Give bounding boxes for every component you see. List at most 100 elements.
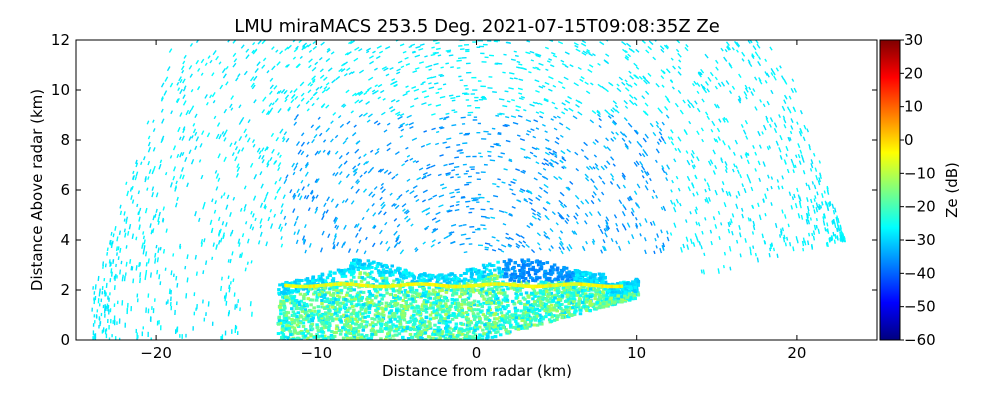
echo-cell [395,330,399,333]
echo-mark [456,202,459,203]
echo-mark [739,74,741,78]
echo-mark [290,90,292,92]
echo-mark [570,65,574,67]
echo-mark [734,164,735,167]
echo-cell [497,301,501,304]
echo-mark [619,200,621,204]
echo-mark [201,73,203,76]
echo-mark [438,205,443,207]
echo-mark [610,181,612,184]
echo-mark [666,177,668,180]
echo-mark [308,208,310,211]
echo-mark [262,148,264,152]
echo-mark [551,246,553,249]
echo-mark [294,166,297,171]
echo-mark [346,68,350,71]
echo-cell [308,288,312,291]
echo-mark [166,229,167,233]
echo-mark [153,120,154,123]
echo-mark [512,193,516,195]
echo-mark [342,243,344,248]
echo-cell [346,309,350,312]
echo-mark [574,216,577,220]
echo-mark [691,160,693,163]
echo-mark [637,141,640,145]
echo-mark [276,50,278,52]
echo-mark [449,192,454,193]
echo-mark [825,227,826,231]
echo-mark [732,86,734,89]
echo-mark [438,242,441,244]
echo-mark [705,189,706,192]
echo-mark [397,224,400,227]
echo-mark [278,162,280,166]
echo-mark [203,270,204,274]
echo-cell [488,306,492,309]
echo-cell [413,291,417,294]
echo-mark [574,83,579,86]
echo-mark [772,243,773,246]
echo-cell [422,288,426,291]
echo-mark [260,219,262,224]
echo-mark [441,67,444,68]
echo-cell [374,309,378,312]
echo-mark [305,250,306,253]
echo-mark [436,132,439,133]
echo-mark [228,276,229,279]
echo-cell [374,323,378,326]
echo-mark [827,242,828,247]
echo-cell [526,318,530,321]
echo-mark [391,100,395,102]
echo-mark [386,74,389,76]
echo-mark [732,213,733,217]
echo-cell [581,301,585,304]
echo-mark [642,166,645,170]
echo-mark [491,217,495,218]
echo-mark [545,83,549,85]
echo-mark [246,55,249,59]
echo-cell [533,295,537,298]
echo-mark [297,105,300,108]
echo-mark [716,139,718,142]
echo-cell [367,306,371,309]
echo-mark [623,134,626,138]
echo-mark [516,67,519,68]
echo-cell [389,268,393,271]
echo-mark [600,229,603,234]
echo-mark [645,185,648,190]
echo-mark [832,204,833,209]
echo-mark [686,219,687,222]
echo-mark [387,123,390,125]
echo-mark [780,66,782,69]
echo-mark [384,212,387,215]
echo-mark [407,115,412,117]
echo-mark [730,91,732,94]
echo-mark [435,220,440,222]
echo-mark [240,254,241,258]
echo-mark [796,203,797,208]
echo-cell [385,292,389,295]
echo-mark [550,229,553,232]
echo-mark [758,131,760,136]
echo-cell [483,323,487,326]
echo-mark [697,83,700,87]
echo-mark [366,237,368,240]
echo-cell [327,326,331,329]
echo-mark [456,145,460,146]
echo-mark [660,110,662,113]
echo-cell [467,306,471,309]
echo-mark [139,217,140,222]
echo-mark [622,42,626,45]
echo-mark [793,246,794,251]
echo-cell [339,315,343,318]
echo-mark [431,165,436,167]
echo-mark [626,83,629,86]
echo-mark [297,189,299,193]
echo-mark [799,161,800,165]
echo-mark [544,184,548,187]
echo-cell [277,323,281,326]
echo-mark [602,192,604,195]
echo-mark [403,93,408,95]
echo-mark [495,116,499,117]
echo-mark [534,120,538,122]
